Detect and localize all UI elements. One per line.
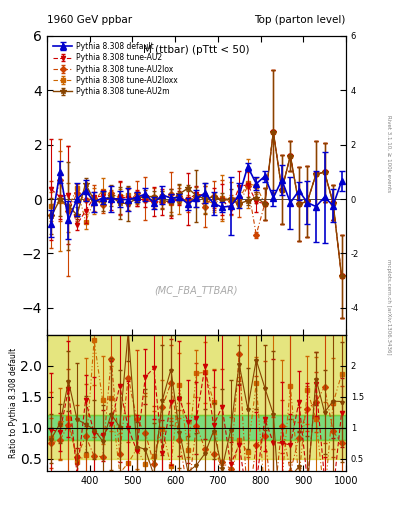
Text: Rivet 3.1.10, ≥ 100k events: Rivet 3.1.10, ≥ 100k events xyxy=(386,115,391,192)
Bar xyxy=(47,335,346,415)
Bar xyxy=(47,415,346,440)
Text: Top (parton level): Top (parton level) xyxy=(254,14,346,25)
Text: 1960 GeV ppbar: 1960 GeV ppbar xyxy=(47,14,132,25)
Legend: Pythia 8.308 default, Pythia 8.308 tune-AU2, Pythia 8.308 tune-AU2lox, Pythia 8.: Pythia 8.308 default, Pythia 8.308 tune-… xyxy=(51,39,180,98)
Bar xyxy=(47,415,346,440)
Text: M (ttbar) (pTtt < 50): M (ttbar) (pTtt < 50) xyxy=(143,45,250,55)
Bar xyxy=(47,440,346,459)
Text: mcplots.cern.ch [arXiv:1306.3436]: mcplots.cern.ch [arXiv:1306.3436] xyxy=(386,260,391,355)
Text: (MC_FBA_TTBAR): (MC_FBA_TTBAR) xyxy=(155,285,238,295)
Y-axis label: Ratio to Pythia 8.308 default: Ratio to Pythia 8.308 default xyxy=(9,348,18,458)
